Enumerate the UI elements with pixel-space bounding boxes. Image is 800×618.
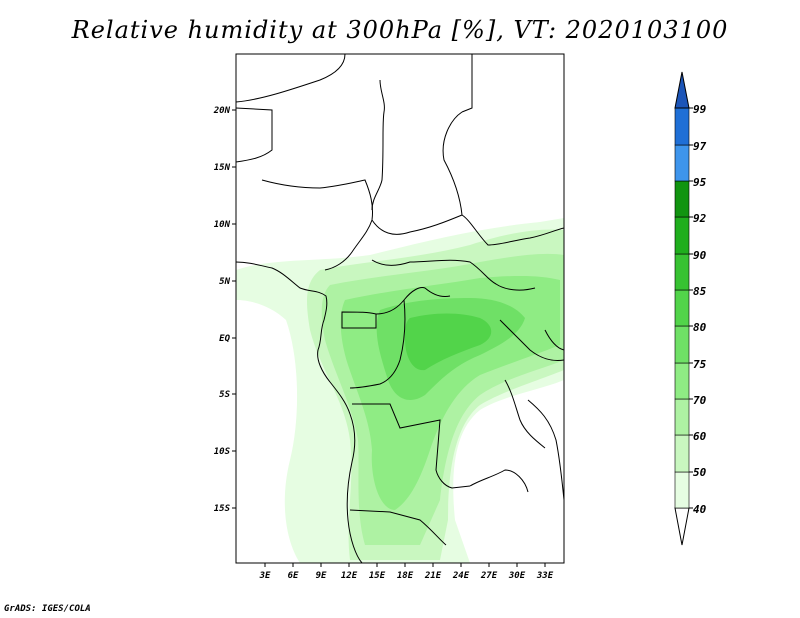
colorbar-segment — [674, 71, 690, 109]
lon-label: 33E — [536, 571, 554, 581]
lat-label: 20N — [213, 106, 231, 116]
lon-label: 15E — [369, 571, 386, 581]
humidity-80-85 — [405, 313, 492, 371]
colorbar-segments — [674, 71, 693, 546]
colorbar-segment — [674, 216, 690, 255]
colorbar-label: 99 — [693, 103, 707, 116]
lon-label: 9E — [316, 571, 327, 581]
colorbar-label: 60 — [693, 430, 707, 443]
colorbar-segment — [674, 289, 690, 327]
map-title: Relative humidity at 300hPa [%], VT: 202… — [71, 16, 729, 44]
lon-label: 24E — [452, 571, 470, 581]
longitude-axis: 3E 6E 9E 12E 15E 18E 21E 24E 27E 30E 33E — [259, 563, 554, 581]
colorbar-segment — [674, 180, 690, 218]
lon-label: 21E — [424, 571, 442, 581]
colorbar-label: 95 — [693, 176, 707, 189]
colorbar-segment — [674, 107, 690, 146]
colorbar-segment — [674, 398, 690, 436]
humidity-shading — [236, 218, 564, 563]
lat-label: 5N — [219, 277, 230, 287]
colorbar-label: 40 — [693, 503, 707, 516]
colorbar-labels: 40 50 60 70 75 80 85 90 92 95 97 99 — [693, 103, 707, 516]
colorbar-segment — [674, 253, 690, 291]
colorbar-label: 50 — [693, 466, 707, 479]
lon-label: 27E — [480, 571, 498, 581]
lat-label: 5S — [219, 390, 230, 400]
colorbar-segment — [674, 471, 690, 509]
lon-label: 18E — [397, 571, 414, 581]
lat-label: 10S — [214, 447, 231, 457]
lat-label: 10N — [214, 220, 231, 230]
lon-label: 12E — [341, 571, 358, 581]
colorbar-label: 85 — [693, 285, 707, 298]
lon-label: 3E — [259, 571, 271, 581]
latitude-axis: 20N 15N 10N 5N EQ 5S 10S 15S — [213, 106, 236, 514]
lat-label: 15N — [214, 163, 231, 173]
colorbar-label: 80 — [693, 321, 707, 334]
colorbar-label: 70 — [693, 394, 707, 407]
country-borders — [236, 54, 564, 563]
colorbar-label: 97 — [693, 140, 707, 153]
colorbar-label: 75 — [693, 358, 707, 371]
colorbar-segment — [674, 507, 690, 546]
lon-label: 6E — [288, 571, 299, 581]
lat-label: 15S — [214, 504, 231, 514]
colorbar-label: 92 — [693, 212, 707, 225]
grads-credit: GrADS: IGES/COLA — [4, 604, 91, 614]
colorbar-label: 90 — [693, 249, 707, 262]
colorbar-segment — [674, 362, 690, 400]
lon-label: 30E — [508, 571, 526, 581]
colorbar-segment — [674, 434, 690, 473]
lat-label: EQ — [219, 334, 230, 344]
colorbar-segment — [674, 325, 690, 364]
colorbar-segment — [674, 144, 690, 182]
colorbar: 40 50 60 70 75 80 85 90 92 95 97 99 — [674, 71, 707, 546]
map-frame — [235, 53, 565, 564]
